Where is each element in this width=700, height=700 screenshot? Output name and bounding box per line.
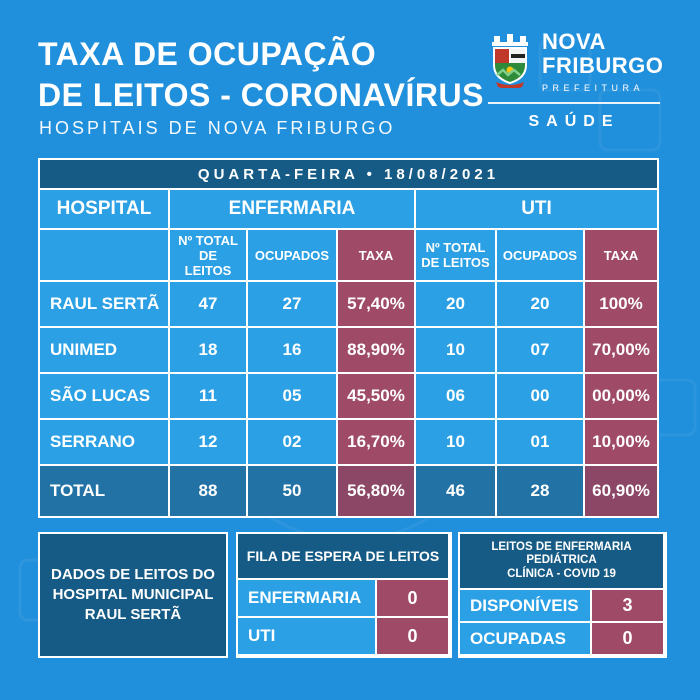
queue-row-value: 0 [377, 580, 448, 616]
row-enf-total: 11 [170, 374, 246, 418]
row-uti-taxa: 100% [585, 282, 657, 326]
logo-org-label: PREFEITURA [542, 83, 645, 93]
page-title: TAXA DE OCUPAÇÃO DE LEITOS - CORONAVÍRUS [38, 34, 484, 116]
row-uti-total: 20 [416, 282, 495, 326]
row-enf-taxa: 16,70% [338, 420, 414, 464]
row-enf-ocupados: 05 [248, 374, 336, 418]
total-uti-taxa: 60,90% [585, 466, 657, 516]
title-line1: TAXA DE OCUPAÇÃO [38, 36, 377, 72]
title-line2: DE LEITOS - CORONAVÍRUS [38, 77, 484, 113]
queue-row-value: 0 [377, 618, 448, 654]
waiting-queue-title: FILA DE ESPERA DE LEITOS [238, 534, 448, 578]
occupancy-table: QUARTA-FEIRA • 18/08/2021 HOSPITAL ENFER… [38, 158, 659, 518]
logo-city-name: NOVA FRIBURGO [542, 29, 664, 78]
row-uti-total: 10 [416, 328, 495, 372]
pediatric-row-label: DISPONÍVEIS [460, 590, 590, 621]
row-hospital-name: UNIMED [40, 328, 168, 372]
row-enf-ocupados: 02 [248, 420, 336, 464]
total-enf-taxa: 56,80% [338, 466, 414, 516]
row-enf-taxa: 88,90% [338, 328, 414, 372]
waiting-queue-table: FILA DE ESPERA DE LEITOS ENFERMARIA 0 UT… [236, 532, 452, 658]
subheader-uti-ocupados: OCUPADOS [497, 230, 583, 280]
row-uti-ocupados: 20 [497, 282, 583, 326]
pediatric-row-value: 3 [592, 590, 663, 621]
group-header-uti: UTI [416, 190, 657, 228]
logo-dept-label: SAÚDE [528, 113, 620, 130]
row-enf-total: 47 [170, 282, 246, 326]
queue-row-label: UTI [238, 618, 375, 654]
subheader-enf-taxa: TAXA [338, 230, 414, 280]
logo-divider [488, 102, 660, 104]
page-subtitle: HOSPITAIS DE NOVA FRIBURGO [39, 118, 396, 138]
column-header-hospital: HOSPITAL [40, 190, 168, 228]
row-enf-taxa: 45,50% [338, 374, 414, 418]
prefeitura-logo: NOVA FRIBURGO PREFEITURA SAÚDE [488, 30, 668, 131]
pediatric-beds-table: LEITOS DE ENFERMARIA PEDIÁTRICA CLÍNICA … [458, 532, 667, 658]
total-uti-total: 46 [416, 466, 495, 516]
row-enf-total: 18 [170, 328, 246, 372]
queue-row-label: ENFERMARIA [238, 580, 375, 616]
row-enf-ocupados: 16 [248, 328, 336, 372]
row-hospital-name: SÃO LUCAS [40, 374, 168, 418]
row-enf-total: 12 [170, 420, 246, 464]
total-uti-ocupados: 28 [497, 466, 583, 516]
total-enf-ocupados: 50 [248, 466, 336, 516]
row-enf-taxa: 57,40% [338, 282, 414, 326]
pediatric-beds-title: LEITOS DE ENFERMARIA PEDIÁTRICA CLÍNICA … [460, 534, 663, 588]
row-uti-total: 10 [416, 420, 495, 464]
subheader-uti-total: Nº TOTAL DE LEITOS [416, 230, 495, 280]
group-header-enfermaria: ENFERMARIA [170, 190, 414, 228]
subheader-uti-taxa: TAXA [585, 230, 657, 280]
row-uti-ocupados: 01 [497, 420, 583, 464]
row-uti-taxa: 70,00% [585, 328, 657, 372]
raul-serta-info-box: DADOS DE LEITOS DO HOSPITAL MUNICIPAL RA… [38, 532, 228, 658]
row-hospital-name: RAUL SERTÃ [40, 282, 168, 326]
subheader-enf-total: Nº TOTAL DE LEITOS [170, 230, 246, 280]
subheader-enf-ocupados: OCUPADOS [248, 230, 336, 280]
row-uti-taxa: 00,00% [585, 374, 657, 418]
row-hospital-name: SERRANO [40, 420, 168, 464]
row-uti-taxa: 10,00% [585, 420, 657, 464]
row-uti-ocupados: 00 [497, 374, 583, 418]
total-row-label: TOTAL [40, 466, 168, 516]
pediatric-row-label: OCUPADAS [460, 623, 590, 654]
total-enf-total: 88 [170, 466, 246, 516]
row-uti-ocupados: 07 [497, 328, 583, 372]
subheader-spacer [40, 230, 168, 280]
row-enf-ocupados: 27 [248, 282, 336, 326]
pediatric-row-value: 0 [592, 623, 663, 654]
row-uti-total: 06 [416, 374, 495, 418]
nova-friburgo-crest-icon [492, 34, 528, 88]
date-bar: QUARTA-FEIRA • 18/08/2021 [40, 160, 657, 188]
